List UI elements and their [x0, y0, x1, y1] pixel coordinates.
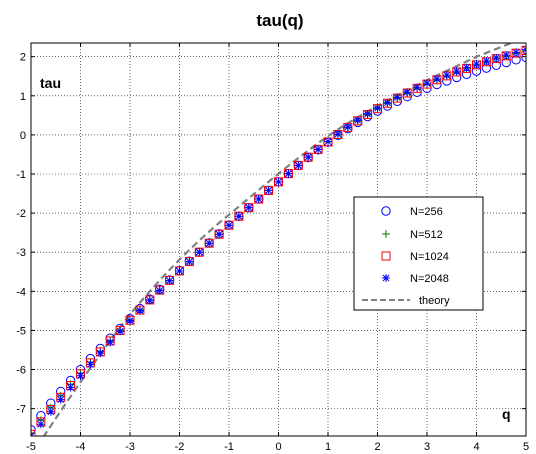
chart-title: tau(q) [256, 11, 303, 30]
data-point [116, 327, 125, 336]
data-point [185, 257, 194, 266]
data-point [264, 186, 273, 195]
y-tick-label: -4 [16, 286, 26, 298]
data-point [234, 212, 243, 221]
data-point [96, 349, 105, 358]
data-point [155, 286, 164, 295]
x-tick-label: -5 [26, 441, 36, 453]
y-tick-label: 0 [20, 130, 26, 142]
data-point [522, 46, 526, 55]
data-point [373, 104, 382, 113]
data-point [304, 153, 313, 162]
data-point [225, 221, 233, 230]
data-point [135, 306, 144, 315]
x-tick-label: 2 [374, 441, 380, 453]
y-tick-label: -6 [16, 365, 26, 377]
data-point [512, 48, 521, 57]
legend-marker [381, 251, 391, 261]
legend: N=256 N=512 N=1024 N=2048 theory [353, 196, 484, 311]
y-tick-label: -3 [16, 247, 26, 259]
legend-label: N=256 [410, 206, 443, 218]
y-axis-label: tau [40, 75, 61, 91]
data-point [462, 63, 471, 72]
data-point [36, 420, 45, 429]
x-tick-label: -2 [175, 441, 185, 453]
data-point [274, 177, 283, 186]
y-tick-label: -5 [16, 325, 26, 337]
data-point [403, 88, 412, 97]
axis-ticks: -5 -4 -3 -2 -1 0 1 2 3 4 5 2 1 0 -1 -2 -3 -4 -5 -6 -7 [16, 43, 529, 453]
data-point [383, 98, 392, 107]
data-point [452, 67, 461, 76]
legend-item: N=2048 [382, 273, 449, 285]
data-point [244, 203, 253, 212]
data-point [86, 360, 95, 369]
data-point [343, 123, 352, 132]
data-point [31, 429, 36, 436]
legend-marker [381, 206, 391, 216]
data-point [333, 130, 342, 139]
data-point [432, 74, 441, 83]
data-point [413, 83, 422, 92]
series-n-2048 [31, 45, 526, 436]
legend-label: theory [419, 295, 450, 307]
data-point [294, 161, 303, 170]
data-point [324, 137, 332, 146]
legend-marker [382, 230, 390, 238]
legend-item: N=1024 [381, 251, 449, 263]
data-point [521, 45, 526, 55]
legend-label: N=512 [410, 229, 443, 241]
y-tick-label: -7 [16, 404, 26, 416]
y-tick-label: -2 [16, 208, 26, 220]
x-tick-label: -3 [125, 441, 135, 453]
data-point [502, 51, 511, 60]
data-markers-layer [31, 45, 526, 436]
legend-box [353, 196, 484, 311]
data-point [363, 110, 372, 119]
x-tick-label: 3 [424, 441, 430, 453]
data-point [393, 93, 402, 102]
legend-label: N=1024 [410, 251, 449, 263]
data-point [472, 60, 481, 69]
data-point [145, 296, 154, 305]
data-point [284, 169, 293, 178]
data-point [46, 407, 55, 416]
legend-item: theory [362, 295, 450, 307]
x-tick-label: -1 [224, 441, 234, 453]
legend-label: N=2048 [410, 273, 449, 285]
x-tick-label: 1 [325, 441, 331, 453]
y-tick-label: 1 [20, 91, 26, 103]
x-tick-label: -4 [76, 441, 86, 453]
data-point [442, 71, 451, 80]
data-point [482, 56, 491, 65]
x-axis-label: q [502, 406, 511, 422]
legend-marker [382, 274, 390, 282]
data-point [106, 338, 115, 347]
x-tick-label: 5 [523, 441, 529, 453]
y-tick-label: 2 [20, 52, 26, 64]
data-point [56, 395, 65, 404]
data-point [126, 316, 134, 325]
data-point [215, 230, 224, 239]
data-point [254, 195, 263, 204]
data-point [165, 276, 174, 285]
legend-item: N=256 [381, 206, 443, 218]
data-point [66, 383, 75, 392]
x-tick-label: 0 [275, 441, 281, 453]
data-point [76, 371, 85, 380]
data-point [195, 248, 204, 257]
x-tick-label: 4 [473, 441, 479, 453]
data-point [492, 53, 501, 62]
data-point [314, 145, 323, 154]
data-point [205, 239, 214, 248]
data-point [353, 116, 362, 125]
data-point [175, 266, 184, 275]
data-point [423, 79, 431, 88]
y-tick-label: -1 [16, 169, 26, 181]
legend-item: N=512 [382, 229, 443, 241]
data-point [31, 425, 36, 435]
